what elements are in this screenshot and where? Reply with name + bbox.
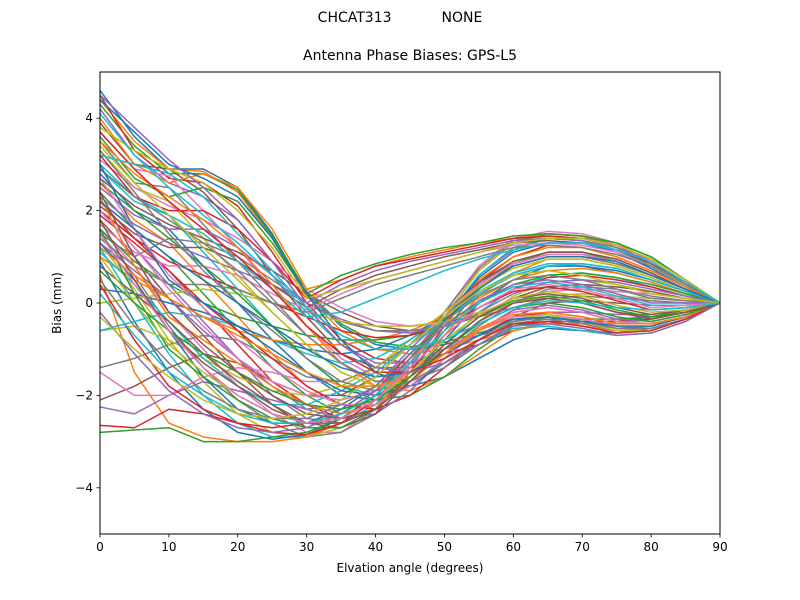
x-tick-label: 60	[506, 540, 521, 554]
series-line-73	[99, 270, 721, 411]
x-tick-label: 0	[96, 540, 104, 554]
series-line-77	[99, 233, 721, 424]
series-line-55	[99, 242, 721, 420]
series-line-34	[99, 210, 721, 339]
series-line-45	[99, 186, 721, 304]
series-line-80	[99, 154, 721, 350]
x-tick-label: 80	[643, 540, 658, 554]
y-tick-label: 4	[85, 111, 93, 125]
x-tick-label: 30	[299, 540, 314, 554]
series-line-76	[99, 191, 721, 420]
series-line-67	[99, 177, 721, 406]
radome-code: NONE	[441, 10, 483, 26]
series-line-35	[99, 196, 721, 334]
series-line-48	[99, 237, 721, 313]
chart-title: Antenna Phase Biases: GPS-L5	[303, 48, 517, 64]
series-line-78	[99, 274, 721, 420]
y-tick-label: −4	[75, 481, 93, 495]
y-tick-label: −2	[75, 388, 93, 402]
y-tick-label: 2	[85, 204, 93, 218]
x-tick-label: 10	[161, 540, 176, 554]
series-line-70	[99, 281, 721, 424]
y-axis-label: Bias (mm)	[50, 272, 64, 334]
series-line-75	[99, 94, 721, 374]
x-tick-label: 70	[575, 540, 590, 554]
station-name: CHCAT313	[317, 10, 392, 26]
axis-layer: 0 10 20 30 40 50 60 70 80 90 −4 −2 0 2 4	[75, 111, 727, 554]
x-tick-label: 40	[368, 540, 383, 554]
x-tick-label: 50	[437, 540, 452, 554]
x-tick-label: 20	[230, 540, 245, 554]
x-tick-label: 90	[712, 540, 727, 554]
series-line-49	[99, 126, 721, 304]
series-line-65	[99, 279, 720, 434]
y-tick-label: 0	[85, 296, 93, 310]
x-axis-label: Elvation angle (degrees)	[336, 561, 484, 575]
figure-suptitle: CHCAT313 NONE	[0, 10, 800, 26]
series-line-50	[99, 168, 721, 318]
series-line-79	[99, 269, 721, 420]
series-layer	[99, 90, 721, 443]
